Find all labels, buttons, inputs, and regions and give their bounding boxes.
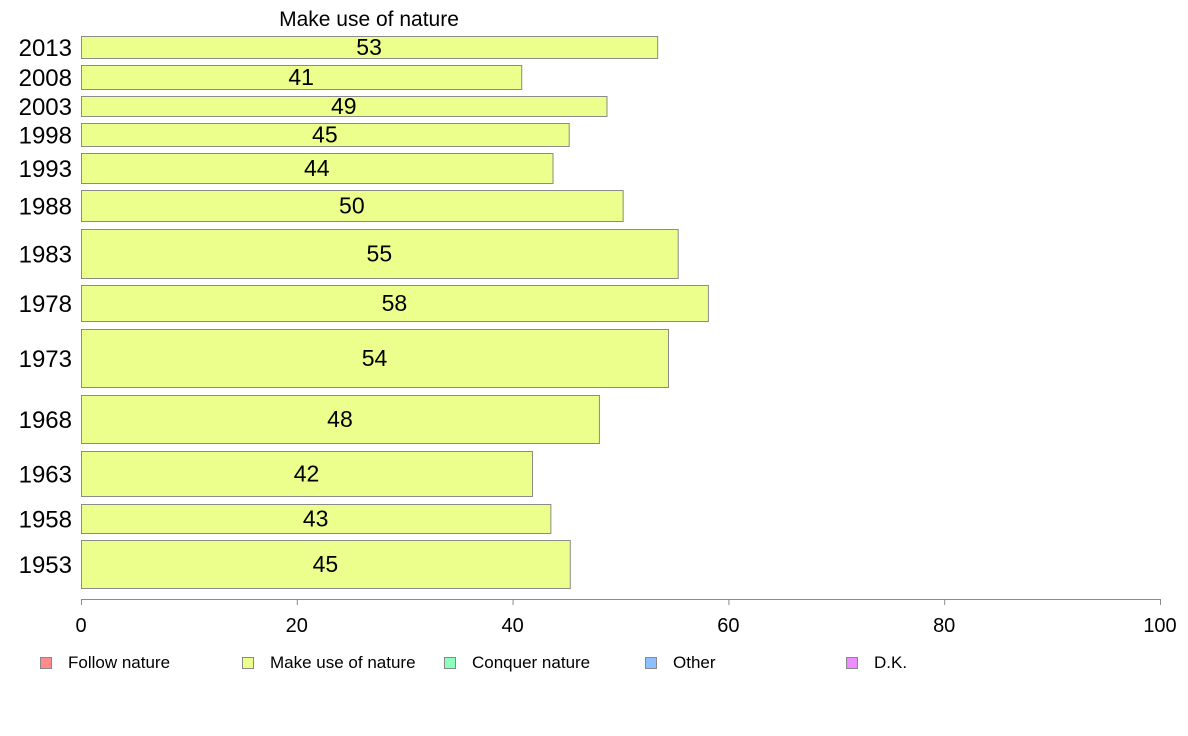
x-tick-label-20: 20 [286, 615, 308, 637]
data-label-1978: 58 [382, 290, 408, 316]
legend-item-dk: D.K. [846, 652, 907, 674]
legend-item-make-use-of-nature: Make use of nature [242, 652, 416, 674]
data-label-1983: 55 [367, 241, 393, 267]
x-axis: 0 20 40 60 80 100 [75, 599, 1177, 637]
bar-1993 [81, 153, 554, 184]
category-label-2013: 2013 [19, 35, 72, 62]
data-label-1968: 48 [327, 406, 353, 432]
x-tick-label-0: 0 [75, 615, 86, 637]
legend-label-other: Other [673, 653, 716, 672]
data-label-1993: 44 [304, 155, 330, 181]
data-label-2013: 53 [356, 34, 382, 60]
bar-1998 [81, 123, 570, 147]
bar-1968 [81, 395, 600, 444]
x-tick-label-80: 80 [933, 615, 955, 637]
category-label-1968: 1968 [19, 407, 72, 434]
category-label-1963: 1963 [19, 462, 72, 489]
bar-1953 [81, 540, 571, 589]
data-label-1998: 45 [312, 122, 338, 148]
legend-swatch-dk [846, 657, 858, 669]
category-label-1973: 1973 [19, 346, 72, 373]
category-label-1978: 1978 [19, 291, 72, 318]
bar-chart: Make use of nature 53 2013 41 2008 49 2003 45 1… [19, 8, 1177, 637]
legend-swatch-other [645, 657, 657, 669]
bar-1983 [81, 229, 679, 279]
bar-1978 [81, 285, 709, 322]
category-label-1988: 1988 [19, 194, 72, 221]
legend-label-dk: D.K. [874, 653, 908, 672]
legend: Follow nature Make use of nature Conquer… [0, 652, 1188, 676]
data-label-1963: 42 [294, 461, 320, 487]
category-label-1998: 1998 [19, 123, 72, 150]
bar-2008 [81, 65, 523, 90]
data-label-1973: 54 [362, 345, 388, 371]
category-label-2003: 2003 [19, 94, 72, 121]
category-label-1983: 1983 [19, 242, 72, 269]
data-label-1988: 50 [339, 193, 365, 219]
category-label-1958: 1958 [19, 507, 72, 534]
x-tick-label-100: 100 [1143, 615, 1176, 637]
legend-label-make-use-of-nature: Make use of nature [270, 653, 416, 672]
bars-group: 53 2013 41 2008 49 2003 45 1998 44 1993 50 1988 55 19… [19, 34, 709, 589]
data-label-1958: 43 [303, 506, 329, 532]
legend-label-conquer-nature: Conquer nature [472, 653, 591, 672]
legend-swatch-make-use-of-nature [242, 657, 254, 669]
category-label-1993: 1993 [19, 156, 72, 183]
category-label-1953: 1953 [19, 552, 72, 579]
chart-title: Make use of nature [279, 8, 459, 31]
bar-1958 [81, 504, 552, 534]
legend-item-conquer-nature: Conquer nature [444, 652, 590, 674]
legend-swatch-follow-nature [40, 657, 52, 669]
x-tick-label-60: 60 [717, 615, 739, 637]
category-label-2008: 2008 [19, 65, 72, 92]
legend-swatch-conquer-nature [444, 657, 456, 669]
data-label-2008: 41 [288, 64, 314, 90]
x-tick-label-40: 40 [501, 615, 523, 637]
bar-2003 [81, 96, 608, 117]
legend-label-follow-nature: Follow nature [68, 653, 171, 672]
bar-2013 [81, 36, 659, 59]
bar-1963 [81, 451, 534, 497]
data-label-2003: 49 [331, 93, 357, 119]
data-label-1953: 45 [313, 551, 339, 577]
bar-1973 [81, 329, 669, 388]
legend-item-other: Other [645, 652, 716, 674]
legend-item-follow-nature: Follow nature [40, 652, 170, 674]
bar-1988 [81, 190, 624, 222]
